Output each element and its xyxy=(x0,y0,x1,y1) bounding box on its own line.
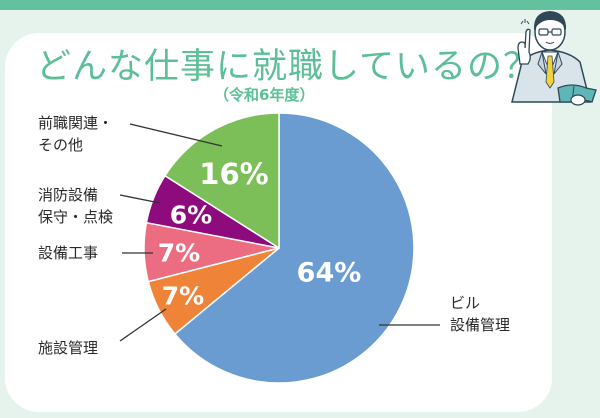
label-building-management-line2: 設備管理 xyxy=(450,316,511,334)
label-equipment-construction: 設備工事 xyxy=(38,244,99,262)
chart-subtitle: （令和6年度） xyxy=(214,86,315,104)
pct-facility-management: 7% xyxy=(161,281,205,311)
label-fire-equipment-line2: 保守・点検 xyxy=(38,208,114,226)
mascot-illustration-icon xyxy=(511,11,597,106)
label-fire-equipment-line1: 消防設備 xyxy=(38,186,99,204)
label-other-line2: その他 xyxy=(38,136,84,154)
chart-title: どんな仕事に就職しているの？ xyxy=(36,47,539,87)
pct-fire-equipment: 6% xyxy=(169,200,213,230)
label-other-line1: 前職関連・ xyxy=(38,114,114,132)
slice-other xyxy=(164,112,280,249)
pct-equipment-construction: 7% xyxy=(157,238,201,268)
slice-building-management xyxy=(174,112,415,384)
label-building-management-line1: ビル xyxy=(450,294,481,312)
label-building-management: ビル 設備管理 xyxy=(450,292,510,336)
leader-line-facility-management xyxy=(119,308,167,342)
leader-line-other xyxy=(129,123,223,147)
pct-other: 16% xyxy=(199,157,269,191)
label-fire-equipment: 消防設備 保守・点検 xyxy=(38,184,113,228)
label-other: 前職関連・ その他 xyxy=(38,112,113,156)
leader-line-fire-equipment xyxy=(119,194,161,204)
label-facility-management: 施設管理 xyxy=(38,339,99,357)
pct-building-management: 64% xyxy=(296,257,362,289)
top-bar xyxy=(0,0,600,10)
